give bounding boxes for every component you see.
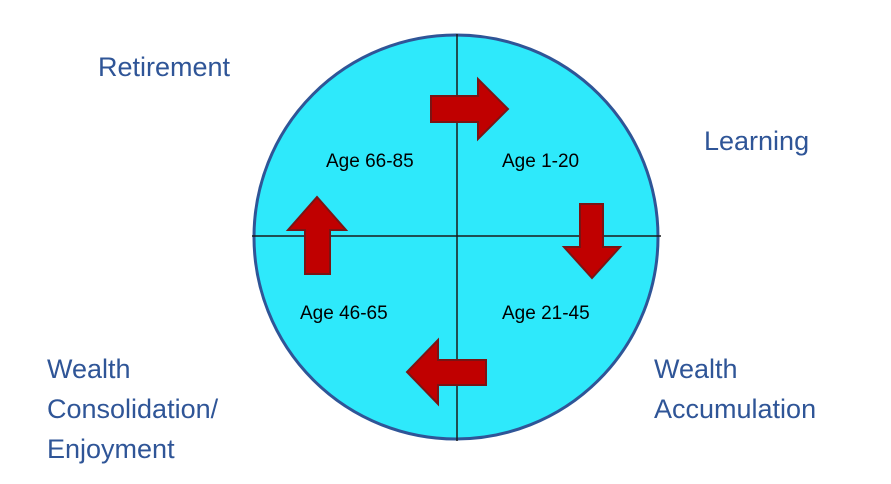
age-range-accumulation: Age 21-45 bbox=[502, 303, 590, 324]
wealth-accumulation-line-1: Wealth bbox=[654, 354, 738, 384]
wealth-consolidation-line-2: Consolidation/ bbox=[47, 394, 219, 424]
age-range-consolidation: Age 46-65 bbox=[300, 303, 388, 324]
up-arrow-icon bbox=[285, 195, 349, 275]
age-range-learning: Age 1-20 bbox=[502, 151, 580, 172]
life-cycle-circle bbox=[252, 33, 660, 441]
wealth-accumulation-line-2: Accumulation bbox=[654, 394, 817, 424]
wealth-consolidation-stage-label: Wealth Consolidation/ Enjoyment bbox=[47, 349, 218, 469]
wealth-accumulation-stage-label: Wealth Accumulation bbox=[654, 349, 816, 429]
right-arrow-icon bbox=[430, 76, 510, 142]
left-arrow-icon bbox=[405, 337, 487, 407]
age-range-retirement: Age 66-85 bbox=[326, 151, 414, 172]
wealth-consolidation-line-1: Wealth bbox=[47, 354, 131, 384]
retirement-stage-label: Retirement bbox=[98, 52, 231, 82]
down-arrow-icon bbox=[561, 203, 623, 280]
wealth-consolidation-line-3: Enjoyment bbox=[47, 434, 175, 464]
learning-stage-label: Learning bbox=[704, 126, 810, 156]
